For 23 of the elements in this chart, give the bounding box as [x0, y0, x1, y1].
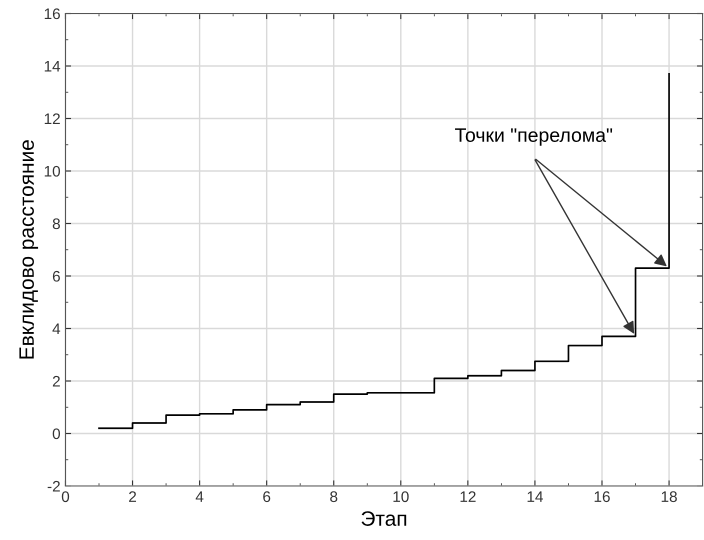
- x-tick-label: 10: [393, 491, 409, 502]
- x-tick-label: 8: [330, 491, 338, 502]
- x-tick-label: 12: [460, 491, 476, 502]
- x-tick-label: 14: [528, 491, 543, 502]
- y-tick-label: 14: [44, 61, 60, 72]
- y-tick-label: 10: [44, 166, 60, 177]
- y-tick-label: 8: [52, 218, 60, 230]
- x-tick-label: 4: [196, 491, 204, 502]
- y-tick-label: 12: [44, 113, 60, 124]
- y-tick-label: 0: [52, 428, 60, 440]
- y-tick-label: 4: [52, 324, 60, 334]
- y-tick-label: 2: [52, 376, 60, 387]
- x-tick-label: 16: [594, 491, 610, 502]
- annotation: Точки "перелома": [455, 128, 612, 146]
- y-tick-label: 6: [52, 270, 60, 282]
- x-tick-label: 6: [263, 491, 270, 502]
- y-tick-label: -2: [48, 480, 60, 492]
- x-tick-label: 18: [662, 491, 677, 502]
- y-axis-title: Евклидово расстояние: [19, 140, 38, 359]
- x-axis-title: Этап: [362, 511, 406, 526]
- x-tick-label: 0: [62, 491, 70, 502]
- y-tick-label: 16: [44, 8, 60, 20]
- x-tick-label: 2: [129, 491, 136, 502]
